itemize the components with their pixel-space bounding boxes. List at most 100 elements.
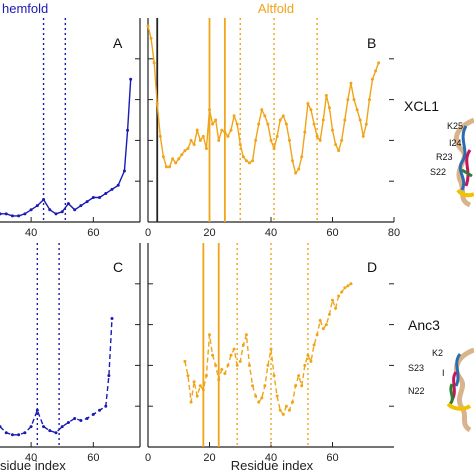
panel-b-point: [324, 94, 328, 98]
panel-c-point: [35, 408, 39, 412]
panel-b-point: [220, 128, 224, 132]
panel-b-point: [349, 81, 353, 85]
panel-b-point: [174, 161, 178, 165]
panel-b-point: [275, 134, 279, 138]
residue-label-k2: K2: [432, 348, 443, 358]
panel-b-point: [337, 149, 341, 153]
panel-d-point: [195, 394, 199, 398]
panel-b: 0 20 40 60 80: [145, 18, 400, 239]
panel-a-point: [4, 212, 8, 216]
panel-b-point: [331, 128, 334, 132]
panel-a-point: [116, 183, 120, 187]
panel-d-point: [186, 374, 190, 378]
panel-b-point: [364, 122, 368, 126]
panel-b-point: [272, 147, 276, 151]
panel-b-point: [309, 108, 313, 112]
panel-b-point: [318, 138, 322, 142]
panel-b-point: [370, 77, 374, 81]
panel-c-point: [79, 418, 83, 422]
panel-b-point: [284, 122, 288, 126]
panel-d-point: [260, 396, 264, 400]
panel-c-point: [48, 429, 52, 433]
panel-d-point: [297, 374, 301, 378]
panel-a-point: [23, 212, 27, 216]
panel-label-a: A: [113, 35, 123, 51]
panel-label-d: D: [367, 259, 377, 275]
panel-d-point: [324, 323, 328, 327]
panel-a-point: [48, 208, 52, 212]
panel-a-point: [122, 169, 126, 173]
panel-b-point: [327, 106, 331, 110]
panel-c-point: [0, 425, 2, 429]
panel-a-point: [79, 204, 83, 208]
panel-c-point: [73, 416, 77, 420]
panel-b-xtick-label: 20: [203, 227, 215, 239]
panel-b-point: [177, 157, 181, 161]
panel-b-point: [198, 138, 202, 142]
panel-d-point: [232, 347, 236, 351]
panel-a-point: [66, 202, 70, 206]
panel-b-point: [146, 24, 150, 28]
panel-c-xtick-label: 40: [25, 452, 37, 464]
panel-b-point: [263, 114, 267, 118]
panel-b-point: [247, 161, 251, 165]
panel-d-point: [244, 333, 248, 337]
panel-b-point: [223, 130, 227, 134]
panel-b-point: [300, 155, 304, 159]
panel-b-xtick-label: 40: [265, 227, 277, 239]
residue-label-s23: S23: [408, 363, 424, 373]
panel-c-point: [107, 374, 111, 378]
panel-a-xtick-label: 40: [25, 227, 37, 239]
panel-d-point: [201, 388, 205, 392]
panel-a-point: [17, 214, 21, 218]
panel-d-point: [211, 353, 215, 357]
panel-b-point: [195, 128, 199, 132]
panel-b-xtick-label: 0: [145, 227, 151, 239]
panel-b-point: [278, 118, 282, 122]
panel-d-point: [337, 294, 341, 298]
panel-b-point: [297, 167, 301, 171]
panel-b-point: [287, 138, 291, 142]
panel-b-point: [217, 138, 221, 142]
panel-c-point: [104, 404, 108, 408]
panel-c-point: [66, 421, 70, 425]
side-label-xcl1: XCL1: [404, 98, 439, 114]
panel-a-point: [110, 187, 114, 191]
panel-d-point: [241, 343, 245, 347]
panel-b-point: [312, 122, 316, 126]
panel-b-point: [186, 147, 190, 151]
panel-a-point: [10, 214, 14, 218]
panel-a-point: [91, 196, 95, 200]
panel-b-point: [149, 36, 153, 40]
panel-c-point: [91, 412, 95, 416]
panel-b-point: [244, 159, 248, 163]
panel-b-point: [315, 134, 319, 138]
panel-b-point: [281, 114, 285, 118]
panel-c-point: [60, 425, 64, 429]
panel-b-point: [152, 61, 156, 65]
panel-d-point: [208, 333, 211, 337]
panel-d-point: [223, 372, 227, 376]
panel-d-point: [251, 384, 255, 388]
panel-d: 0 20 40 60: [145, 243, 394, 464]
panel-a-point: [35, 204, 39, 208]
panel-d-point: [294, 384, 298, 388]
panel-a-point: [73, 208, 77, 212]
panel-c-point: [110, 316, 114, 320]
residue-label-k25: K25: [447, 121, 463, 131]
panel-b-point: [180, 153, 184, 157]
panel-d-point: [340, 290, 344, 294]
panel-b-point: [232, 114, 236, 118]
panel-b-point: [358, 118, 362, 122]
panel-b-xtick-label: 80: [388, 227, 400, 239]
residue-label-s22: S22: [430, 167, 446, 177]
panel-d-point: [284, 404, 288, 408]
panel-d-point: [306, 353, 310, 357]
panel-b-point: [171, 157, 175, 161]
panel-a-point: [85, 200, 89, 204]
panel-d-point: [278, 408, 282, 412]
residue-label-r23: R23: [436, 152, 453, 162]
panel-d-xtick-label: 0: [145, 452, 151, 464]
panel-b-point: [334, 142, 338, 146]
panel-b-point: [201, 134, 205, 138]
